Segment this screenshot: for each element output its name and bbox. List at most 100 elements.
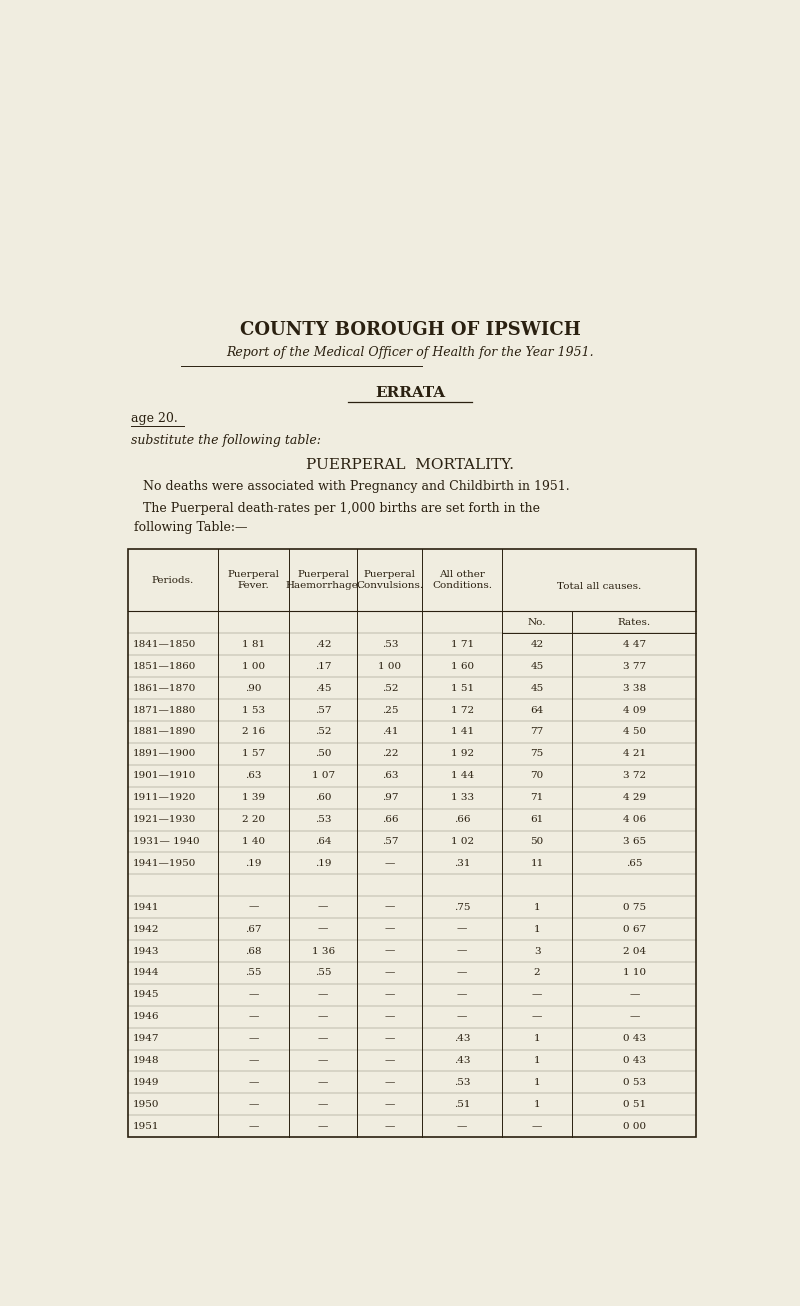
Text: age 20.: age 20. <box>131 411 178 424</box>
Text: —: — <box>248 990 258 999</box>
Text: .25: .25 <box>382 705 398 714</box>
Text: —: — <box>457 947 467 956</box>
Text: 3 65: 3 65 <box>623 837 646 846</box>
Text: The Puerperal death-rates per 1,000 births are set forth in the: The Puerperal death-rates per 1,000 birt… <box>143 503 541 515</box>
Text: 1 51: 1 51 <box>450 683 474 692</box>
Text: Total all causes.: Total all causes. <box>557 581 642 590</box>
Text: —: — <box>318 1122 328 1131</box>
Text: 0 75: 0 75 <box>623 902 646 912</box>
Text: —: — <box>318 1012 328 1021</box>
Text: —: — <box>385 1034 395 1043</box>
Text: 1 72: 1 72 <box>450 705 474 714</box>
Text: 1 60: 1 60 <box>450 662 474 671</box>
Text: .64: .64 <box>315 837 331 846</box>
Text: 77: 77 <box>530 727 544 737</box>
Text: 1: 1 <box>534 925 541 934</box>
Text: .31: .31 <box>454 859 470 868</box>
Text: .50: .50 <box>315 750 331 759</box>
Text: 1951: 1951 <box>133 1122 159 1131</box>
Text: —: — <box>457 990 467 999</box>
Text: 4 06: 4 06 <box>623 815 646 824</box>
Text: —: — <box>318 902 328 912</box>
Text: substitute the following table:: substitute the following table: <box>131 434 321 447</box>
Text: All other
Conditions.: All other Conditions. <box>432 569 492 590</box>
Text: 50: 50 <box>530 837 544 846</box>
Text: —: — <box>385 1077 395 1087</box>
Text: —: — <box>248 1057 258 1064</box>
Text: —: — <box>532 990 542 999</box>
Text: —: — <box>457 1012 467 1021</box>
Text: 1 44: 1 44 <box>450 772 474 780</box>
Text: Rates.: Rates. <box>618 618 651 627</box>
Text: —: — <box>385 1012 395 1021</box>
Text: .41: .41 <box>382 727 398 737</box>
Text: No deaths were associated with Pregnancy and Childbirth in 1951.: No deaths were associated with Pregnancy… <box>143 481 570 494</box>
Text: 3 38: 3 38 <box>623 683 646 692</box>
Text: 2 04: 2 04 <box>623 947 646 956</box>
Text: 0 43: 0 43 <box>623 1057 646 1064</box>
Text: PUERPERAL  MORTALITY.: PUERPERAL MORTALITY. <box>306 458 514 473</box>
Text: .19: .19 <box>315 859 331 868</box>
Text: —: — <box>318 990 328 999</box>
Text: .52: .52 <box>382 683 398 692</box>
Text: 70: 70 <box>530 772 544 780</box>
Text: 1950: 1950 <box>133 1100 159 1109</box>
Text: 1911—1920: 1911—1920 <box>133 793 196 802</box>
Text: 1 36: 1 36 <box>312 947 334 956</box>
Text: .52: .52 <box>315 727 331 737</box>
Text: .53: .53 <box>382 640 398 649</box>
Text: 1 00: 1 00 <box>242 662 265 671</box>
Text: 1 41: 1 41 <box>450 727 474 737</box>
Text: —: — <box>248 1034 258 1043</box>
Text: —: — <box>248 1012 258 1021</box>
Text: 1 00: 1 00 <box>378 662 402 671</box>
Text: Puerperal
Convulsions.: Puerperal Convulsions. <box>356 569 423 590</box>
Text: —: — <box>630 1012 640 1021</box>
Text: 42: 42 <box>530 640 544 649</box>
Text: .51: .51 <box>454 1100 470 1109</box>
Text: .19: .19 <box>245 859 262 868</box>
Text: 1921—1930: 1921—1930 <box>133 815 196 824</box>
Text: 4 47: 4 47 <box>623 640 646 649</box>
Text: —: — <box>385 1057 395 1064</box>
Text: —: — <box>457 969 467 977</box>
Text: following Table:—: following Table:— <box>134 521 248 534</box>
Text: 64: 64 <box>530 705 544 714</box>
Text: 2: 2 <box>534 969 541 977</box>
Text: 11: 11 <box>530 859 544 868</box>
Text: 1941—1950: 1941—1950 <box>133 859 196 868</box>
Text: —: — <box>457 1122 467 1131</box>
Text: 3 77: 3 77 <box>623 662 646 671</box>
Text: 0 51: 0 51 <box>623 1100 646 1109</box>
Text: .43: .43 <box>454 1057 470 1064</box>
Text: .43: .43 <box>454 1034 470 1043</box>
Text: 1861—1870: 1861—1870 <box>133 683 196 692</box>
Text: 1 53: 1 53 <box>242 705 265 714</box>
Text: —: — <box>385 859 395 868</box>
Text: 1901—1910: 1901—1910 <box>133 772 196 780</box>
Text: 0 67: 0 67 <box>623 925 646 934</box>
Text: .66: .66 <box>382 815 398 824</box>
Text: 1 92: 1 92 <box>450 750 474 759</box>
Text: COUNTY BOROUGH OF IPSWICH: COUNTY BOROUGH OF IPSWICH <box>240 321 580 338</box>
Text: 1945: 1945 <box>133 990 159 999</box>
Text: ERRATA: ERRATA <box>375 387 445 400</box>
Text: 1 33: 1 33 <box>450 793 474 802</box>
Text: 1 07: 1 07 <box>312 772 334 780</box>
Text: 1891—1900: 1891—1900 <box>133 750 196 759</box>
Text: .55: .55 <box>245 969 262 977</box>
Text: —: — <box>318 1077 328 1087</box>
Text: —: — <box>385 1100 395 1109</box>
Text: 45: 45 <box>530 683 544 692</box>
Text: 61: 61 <box>530 815 544 824</box>
Text: No.: No. <box>528 618 546 627</box>
Text: 1871—1880: 1871—1880 <box>133 705 196 714</box>
Text: 4 50: 4 50 <box>623 727 646 737</box>
Text: .60: .60 <box>315 793 331 802</box>
Text: 1 39: 1 39 <box>242 793 265 802</box>
Text: .65: .65 <box>626 859 642 868</box>
Text: 1941: 1941 <box>133 902 159 912</box>
Text: —: — <box>248 902 258 912</box>
Text: —: — <box>385 1122 395 1131</box>
Text: —: — <box>248 1077 258 1087</box>
